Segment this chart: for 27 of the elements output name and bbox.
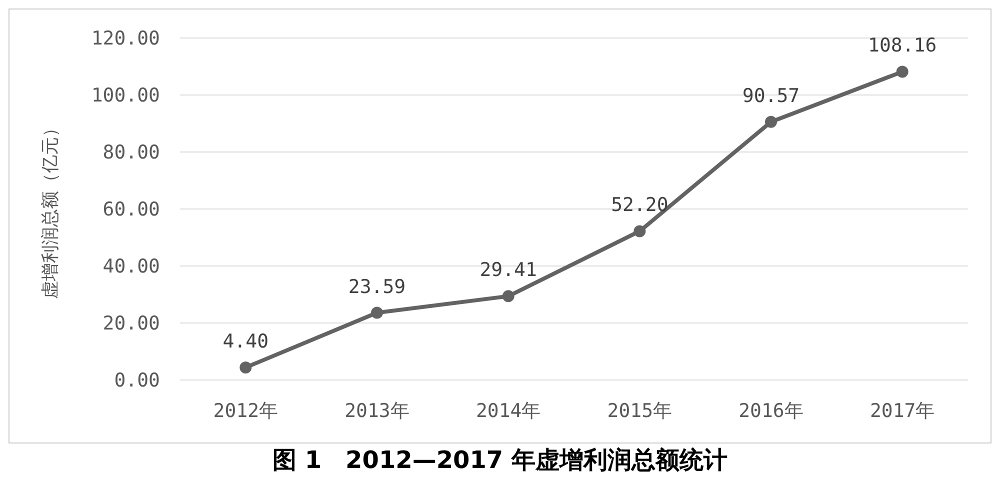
- x-tick-label: 2012年: [213, 400, 278, 422]
- y-axis-title: 虚增利润总额（亿元）: [40, 119, 61, 299]
- text: 29.41: [480, 259, 537, 282]
- x-tick-label: 2014年: [476, 400, 541, 422]
- y-tick-label: 0.00: [114, 370, 160, 392]
- x-tick-label: 2017年: [870, 400, 935, 422]
- text: 108.16: [868, 34, 937, 57]
- point: [240, 361, 252, 374]
- y-tick-label: 20.00: [102, 312, 160, 335]
- x-tick-label: 2016年: [738, 400, 804, 422]
- point: [765, 116, 777, 128]
- point: [371, 306, 383, 319]
- point: [502, 290, 514, 302]
- point: [896, 66, 908, 78]
- text: 23.59: [348, 276, 406, 298]
- y-tick-label: 120.00: [91, 28, 160, 50]
- text: 52.20: [611, 194, 668, 216]
- point: [634, 225, 646, 238]
- y-tick-label: 40.00: [102, 256, 160, 278]
- y-tick-label: 80.00: [102, 142, 160, 164]
- text: 90.57: [742, 84, 800, 107]
- y-tick-label: 100.00: [91, 84, 160, 107]
- x-tick-label: 2013年: [344, 400, 410, 422]
- x-tick-label: 2015年: [607, 400, 672, 422]
- text: 图 1 2012—2017 年虚增利润总额统计: [272, 446, 728, 474]
- y-tick-label: 60.00: [102, 198, 160, 221]
- text: 4.40: [222, 330, 269, 352]
